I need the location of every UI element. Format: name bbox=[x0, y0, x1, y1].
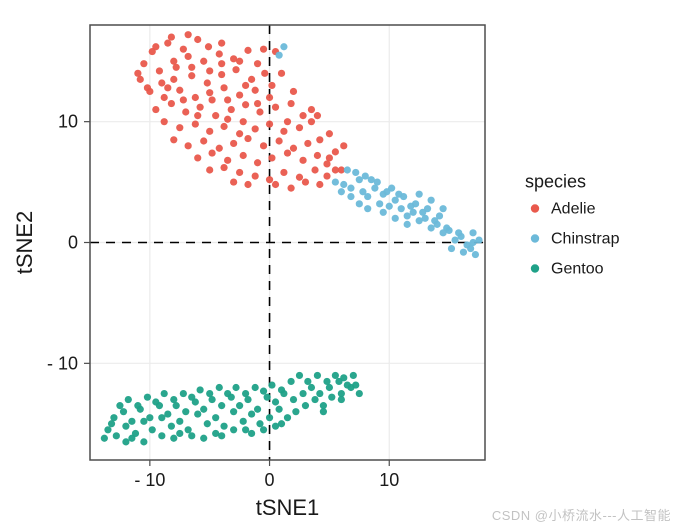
y-tick-label: - 10 bbox=[47, 353, 78, 373]
y-axis-title: tSNE2 bbox=[12, 211, 37, 275]
legend-swatch-gentoo bbox=[531, 264, 539, 272]
legend-swatch-adelie bbox=[531, 204, 539, 212]
y-tick-label: 0 bbox=[68, 233, 78, 253]
tsne-scatter-chart: - 10 0 10 - 10 0 10 tSNE1 tSNE2 species Adelie Chi… bbox=[0, 0, 683, 530]
legend-title: species bbox=[525, 172, 586, 192]
legend-label-gentoo: Gentoo bbox=[551, 261, 604, 278]
legend-swatch-chinstrap bbox=[531, 234, 539, 242]
legend-label-adelie: Adelie bbox=[551, 201, 596, 218]
x-tick-label: 0 bbox=[265, 470, 275, 490]
x-tick-label: 10 bbox=[379, 470, 399, 490]
y-tick-label: 10 bbox=[58, 112, 78, 132]
x-axis-title: tSNE1 bbox=[256, 495, 320, 520]
legend-label-chinstrap: Chinstrap bbox=[551, 231, 620, 248]
x-tick-label: - 10 bbox=[134, 470, 165, 490]
